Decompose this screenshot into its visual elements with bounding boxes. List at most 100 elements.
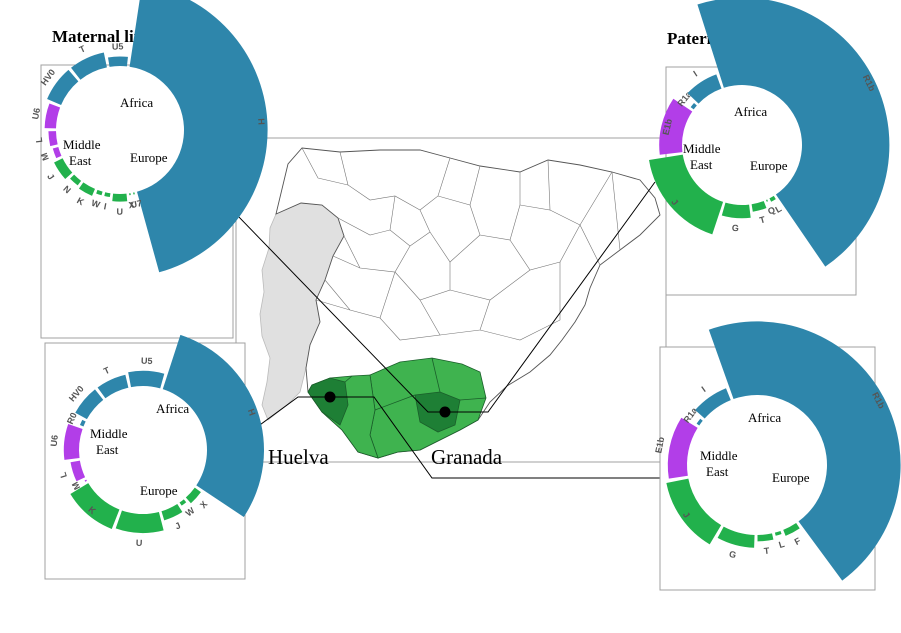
connector-huelva-paternal [330, 396, 660, 479]
segment-m [84, 479, 87, 482]
segment-t [751, 200, 767, 212]
region-africa-label: Africa [734, 104, 767, 119]
region-europe-label: Europe [750, 158, 788, 173]
segment-u5 [128, 370, 165, 389]
label-w: W [90, 198, 102, 210]
label-x: X [128, 200, 135, 211]
segment-g [721, 202, 751, 219]
segment-u6 [63, 423, 83, 460]
label-i: I [692, 69, 700, 79]
label-f: F [793, 535, 803, 547]
segment-r0 [79, 419, 86, 427]
segment-m [52, 146, 62, 159]
connector-huelva-maternal [252, 396, 330, 431]
label-l: L [774, 203, 784, 215]
label-n: N [61, 184, 72, 196]
label-u5: U5 [141, 356, 153, 366]
segment-g [717, 526, 755, 548]
segment-u [112, 193, 128, 202]
label-t: T [758, 214, 766, 225]
granada-label: Granada [431, 445, 503, 469]
labels-maternal-granada: Africa Middle East Europe [63, 95, 168, 168]
segment-e1b [667, 417, 698, 479]
label-k: K [86, 504, 98, 516]
granada-dot [439, 406, 451, 418]
connector-granada-maternal [204, 181, 445, 413]
segment-x [129, 193, 131, 196]
region-middle-label: Middle [63, 137, 101, 152]
segment-e1b [659, 98, 693, 155]
labels-paternal-granada: Africa Middle East Europe [683, 104, 788, 173]
label-g: G [728, 549, 737, 560]
label-j: J [669, 197, 680, 207]
segment-t [97, 374, 129, 399]
segment-h [162, 334, 264, 517]
segment-u5 [107, 56, 128, 67]
labels-paternal-huelva: Africa Middle East Europe [700, 410, 810, 485]
segment-q [766, 199, 768, 202]
label-u6: U6 [49, 434, 60, 446]
label-r0: R0 [65, 411, 79, 426]
region-middle-label: Middle [683, 141, 721, 156]
label-h: H [246, 407, 258, 416]
segment-k [78, 182, 95, 196]
label-u: U [136, 538, 143, 548]
province-borders [301, 147, 621, 341]
segment-l [769, 195, 776, 202]
label-u6: U6 [30, 107, 42, 120]
label-u: U [116, 207, 123, 217]
region-east-label: East [96, 442, 119, 457]
andalusia [307, 357, 487, 459]
region-east-label: East [706, 464, 729, 479]
label-i: I [103, 201, 107, 211]
label-m: M [39, 152, 51, 162]
segment-r1b [708, 321, 901, 581]
segment-u6 [44, 103, 61, 129]
huelva-label: Huelva [268, 445, 329, 469]
label-q: Q [766, 205, 776, 217]
segment-hv0 [75, 389, 104, 420]
label-j: J [173, 520, 182, 531]
label-e1b: E1b [661, 117, 675, 136]
connector-granada-paternal [445, 181, 656, 413]
label-u5: U5 [112, 41, 124, 51]
region-europe-label: Europe [140, 483, 178, 498]
segment-r1a [690, 102, 697, 110]
label-t: T [78, 43, 88, 55]
segment-hv0 [47, 69, 79, 105]
segment-u [115, 510, 164, 534]
segment-w [179, 499, 187, 506]
label-t: T [763, 546, 770, 557]
segment-t [71, 52, 107, 80]
label-i: I [700, 384, 708, 394]
segment-h [129, 0, 268, 273]
label-u7: U7 [130, 198, 143, 210]
segment-i [687, 74, 722, 104]
segment-r1a [696, 418, 703, 426]
label-k: K [75, 195, 86, 207]
segment-l [774, 530, 782, 536]
segment-l [70, 460, 86, 482]
region-east-label: East [690, 157, 713, 172]
label-t: T [102, 365, 112, 377]
region-africa-label: Africa [120, 95, 153, 110]
segment-j [54, 158, 73, 179]
labels-maternal-huelva: Africa Middle East Europe [90, 401, 189, 498]
region-east-label: East [69, 153, 92, 168]
label-l: L [58, 470, 69, 479]
region-europe-label: Europe [772, 470, 810, 485]
connector-lines [204, 181, 660, 479]
region-europe-label: Europe [130, 150, 168, 165]
huelva-dot [324, 391, 336, 403]
region-africa-label: Africa [156, 401, 189, 416]
label-l: L [777, 539, 786, 550]
segment-f [783, 523, 800, 536]
segment-x [185, 487, 201, 504]
segment-j [649, 154, 724, 235]
label-j: J [45, 172, 56, 182]
segment-u7 [133, 192, 135, 195]
segment-r1b [697, 0, 890, 267]
